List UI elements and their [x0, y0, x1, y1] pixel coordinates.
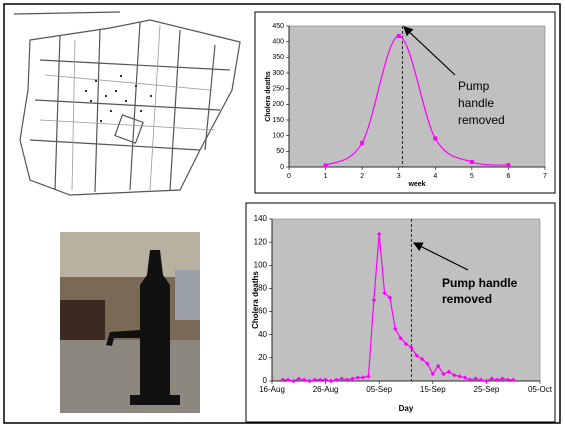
- y-tick-label: 450: [272, 23, 284, 30]
- slide: 05010015020025030035040045001234567Chole…: [0, 0, 565, 428]
- annotation-text: Pump handle: [442, 276, 518, 290]
- x-tick-label: 0: [287, 173, 291, 180]
- x-tick-label: 05-Oct: [528, 385, 553, 394]
- x-tick-label: 25-Sep: [474, 385, 500, 394]
- x-tick-label: 15-Sep: [420, 385, 446, 394]
- x-axis-title: week: [407, 181, 425, 188]
- data-point: [324, 163, 328, 167]
- annotation-text: removed: [458, 113, 505, 127]
- x-tick-label: 4: [433, 173, 437, 180]
- plot-area: [289, 26, 545, 167]
- y-tick-label: 400: [272, 39, 284, 46]
- data-point: [433, 136, 437, 140]
- x-tick-label: 26-Aug: [313, 385, 339, 394]
- y-axis-title: Cholera deaths: [251, 271, 260, 329]
- data-point: [360, 141, 364, 145]
- x-tick-label: 6: [506, 173, 510, 180]
- y-tick-label: 0: [280, 164, 284, 171]
- pump-photo: [60, 232, 200, 413]
- x-tick-label: 1: [324, 173, 328, 180]
- y-tick-label: 140: [254, 214, 268, 223]
- data-point: [506, 163, 510, 167]
- x-tick-label: 5: [470, 173, 474, 180]
- x-tick-label: 2: [360, 173, 364, 180]
- plot-area: [272, 219, 540, 381]
- y-tick-label: 120: [254, 237, 268, 246]
- x-tick-label: 16-Aug: [259, 385, 285, 394]
- y-tick-label: 100: [254, 260, 268, 269]
- y-tick-label: 150: [272, 117, 284, 124]
- data-point: [470, 160, 474, 164]
- annotation-text: Pump: [458, 79, 490, 93]
- y-tick-label: 0: [263, 376, 268, 385]
- y-tick-label: 40: [258, 330, 267, 339]
- x-axis-title: Day: [399, 404, 414, 413]
- y-tick-label: 50: [276, 148, 284, 155]
- y-tick-label: 350: [272, 54, 284, 61]
- x-tick-label: 7: [543, 173, 547, 180]
- x-tick-label: 3: [397, 173, 401, 180]
- annotation-text: handle: [458, 96, 494, 110]
- y-tick-label: 250: [272, 86, 284, 93]
- annotation-text: removed: [442, 292, 492, 306]
- y-tick-label: 20: [258, 353, 267, 362]
- y-tick-label: 300: [272, 70, 284, 77]
- y-tick-label: 100: [272, 133, 284, 140]
- chart: 0 50 100 150 200 250 300 350 400 450 0 1 2 3 4 5 6 7 Chole…: [255, 12, 555, 193]
- x-tick-label: 05-Sep: [366, 385, 392, 394]
- data-point: [397, 34, 401, 38]
- y-axis-title: Cholera deaths: [265, 71, 272, 122]
- y-tick-label: 200: [272, 101, 284, 108]
